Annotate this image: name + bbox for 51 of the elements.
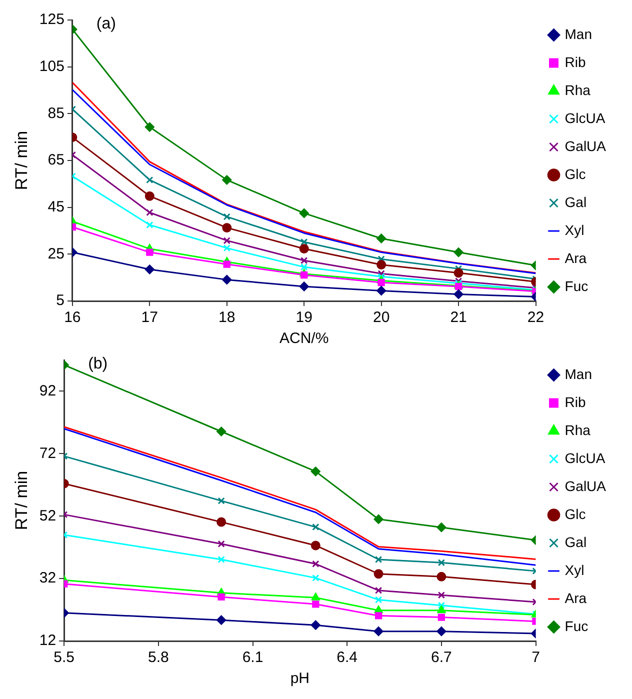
legend-label: Man — [564, 26, 592, 42]
legend-label: Ara — [564, 250, 587, 266]
x-tick-label: 6.1 — [242, 649, 264, 666]
legend-label: Glc — [564, 166, 586, 182]
x-tick-label: 22 — [527, 309, 544, 326]
legend-label: Fuc — [564, 278, 588, 294]
x-tick-label: 5.8 — [148, 649, 169, 666]
x-tick-label: 16 — [64, 309, 81, 326]
y-tick-label: 45 — [48, 198, 64, 216]
legend-label: Xyl — [564, 562, 584, 578]
y-axis-title: RT/ min — [12, 130, 31, 190]
legend-label: Rha — [564, 82, 591, 98]
y-tick-label: 72 — [39, 444, 56, 462]
x-tick-label: 6.7 — [431, 649, 452, 666]
legend-label: Glc — [564, 506, 586, 522]
y-tick-label: 32 — [39, 570, 56, 587]
x-axis-title: ACN/% — [280, 330, 329, 348]
y-tick-label: 105 — [39, 58, 64, 75]
legend-label: Rib — [564, 54, 586, 70]
chart-title: (b) — [88, 355, 108, 372]
x-tick-label: 5.5 — [54, 649, 75, 666]
x-tick-label: 19 — [296, 309, 312, 326]
legend-label: GalUA — [564, 138, 607, 154]
y-tick-label: 125 — [39, 11, 64, 28]
chart-title: (a) — [96, 15, 116, 32]
x-tick-label: 6.4 — [336, 649, 358, 666]
y-axis-title: RT/ min — [12, 470, 31, 530]
x-axis-title: pH — [290, 670, 310, 688]
legend-label: Man — [564, 366, 592, 382]
legend-label: Gal — [564, 194, 587, 210]
legend-label: GlcUA — [564, 450, 606, 466]
legend-label: Ara — [564, 590, 587, 606]
legend-label: Gal — [564, 534, 587, 550]
x-tick-label: 17 — [141, 309, 158, 326]
x-tick-label: 7 — [532, 649, 540, 666]
y-tick-label: 25 — [48, 245, 64, 262]
x-tick-label: 21 — [450, 309, 467, 326]
legend-label: GlcUA — [564, 110, 606, 126]
y-tick-label: 85 — [48, 104, 64, 122]
y-tick-label: 65 — [48, 152, 64, 169]
legend-label: Xyl — [564, 222, 584, 238]
y-tick-label: 12 — [39, 632, 56, 650]
y-tick-label: 5 — [56, 292, 64, 310]
y-tick-label: 92 — [39, 382, 56, 400]
y-tick-label: 52 — [39, 507, 56, 524]
legend-label: Rib — [564, 394, 586, 410]
legend-label: Rha — [564, 422, 591, 438]
legend-label: Fuc — [564, 618, 588, 634]
legend-label: GalUA — [564, 478, 607, 494]
x-tick-label: 18 — [218, 309, 236, 326]
x-tick-label: 20 — [372, 309, 390, 326]
